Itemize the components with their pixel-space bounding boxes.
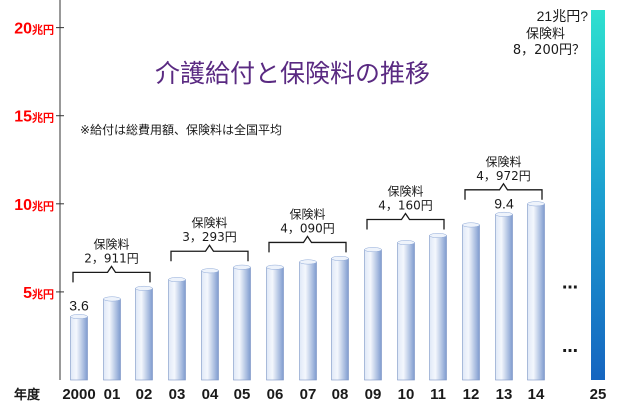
x-tick-label: 01 bbox=[104, 386, 121, 402]
bar bbox=[462, 224, 480, 381]
bar-top bbox=[103, 296, 121, 302]
x-tick-label: 07 bbox=[300, 386, 317, 402]
premium-bracket bbox=[464, 182, 543, 200]
bar-top bbox=[135, 285, 153, 291]
bar-top bbox=[364, 247, 382, 253]
projection-premium-amount: 8，200円？ bbox=[513, 43, 585, 58]
bar-top bbox=[397, 240, 415, 246]
bar-top bbox=[462, 222, 480, 228]
x-tick-label: 03 bbox=[169, 386, 186, 402]
bar bbox=[266, 266, 284, 381]
premium-bracket bbox=[366, 212, 445, 230]
bar bbox=[495, 214, 513, 381]
x-tick-label: 12 bbox=[463, 386, 480, 402]
x-tick-label: 10 bbox=[398, 386, 415, 402]
bar-top bbox=[233, 264, 251, 270]
data-label: 9.4 bbox=[494, 195, 514, 211]
premium-bracket bbox=[72, 265, 151, 283]
chart-note: ※給付は総費用額、保険料は全国平均 bbox=[80, 122, 282, 137]
x-tick-label: 11 bbox=[430, 386, 446, 402]
chart-title: 介護給付と保険料の推移 bbox=[155, 59, 430, 88]
y-tick-label: 10兆円 bbox=[14, 197, 54, 214]
bar-top bbox=[201, 268, 219, 274]
bar-top bbox=[429, 233, 447, 238]
bar bbox=[397, 242, 415, 381]
premium-label: 保険料 bbox=[93, 237, 129, 251]
bar bbox=[527, 203, 545, 381]
bar-top bbox=[299, 259, 317, 265]
bar-top bbox=[70, 314, 88, 320]
x-axis-label: 年度 bbox=[14, 387, 41, 402]
premium-amount: 3，293円 bbox=[182, 230, 237, 244]
premium-bracket bbox=[268, 235, 347, 253]
ellipsis-lower: … bbox=[562, 337, 578, 356]
bar-projection bbox=[591, 10, 605, 380]
data-label: 3.6 bbox=[69, 298, 89, 314]
bar bbox=[364, 249, 382, 381]
y-tick-label: 5兆円 bbox=[23, 285, 54, 302]
x-tick-label: 13 bbox=[496, 386, 513, 402]
x-tick-label: 14 bbox=[528, 386, 545, 402]
x-tick-label: 04 bbox=[202, 386, 219, 402]
premium-label: 保険料 bbox=[485, 155, 521, 169]
projection-premium-label: 保険料 bbox=[526, 27, 565, 42]
bar bbox=[299, 261, 317, 381]
bar bbox=[135, 288, 153, 381]
bar bbox=[233, 266, 251, 381]
premium-label: 保険料 bbox=[289, 207, 325, 221]
premium-amount: 4，090円 bbox=[280, 221, 335, 235]
bar bbox=[331, 258, 349, 381]
premium-label: 保険料 bbox=[387, 185, 423, 199]
bar-top bbox=[266, 264, 284, 270]
bar-top bbox=[168, 277, 186, 283]
x-tick-label: 05 bbox=[234, 386, 251, 402]
bar bbox=[70, 316, 88, 381]
premium-amount: 4，160円 bbox=[378, 199, 433, 213]
premium-amount: 4，972円 bbox=[476, 169, 531, 183]
x-tick-label: 25 bbox=[590, 386, 607, 402]
x-tick-label: 08 bbox=[332, 386, 349, 402]
x-tick-label: 2000 bbox=[62, 386, 95, 402]
x-tick-label: 09 bbox=[365, 386, 382, 402]
premium-label: 保険料 bbox=[191, 216, 227, 230]
bar bbox=[103, 298, 121, 381]
premium-bracket bbox=[170, 244, 249, 262]
bar-top bbox=[331, 255, 349, 261]
bar bbox=[201, 270, 219, 381]
ellipsis-upper: … bbox=[562, 273, 578, 292]
bar bbox=[429, 235, 447, 381]
premium-amount: 2，911円 bbox=[84, 251, 139, 265]
y-tick-label: 20兆円 bbox=[14, 21, 54, 38]
bar bbox=[168, 279, 186, 381]
x-tick-label: 06 bbox=[267, 386, 284, 402]
bar-top bbox=[527, 201, 545, 207]
y-tick-label: 15兆円 bbox=[14, 109, 54, 126]
data-label: 21兆円? bbox=[537, 8, 589, 24]
bar-top bbox=[495, 211, 513, 217]
x-tick-label: 02 bbox=[136, 386, 153, 402]
